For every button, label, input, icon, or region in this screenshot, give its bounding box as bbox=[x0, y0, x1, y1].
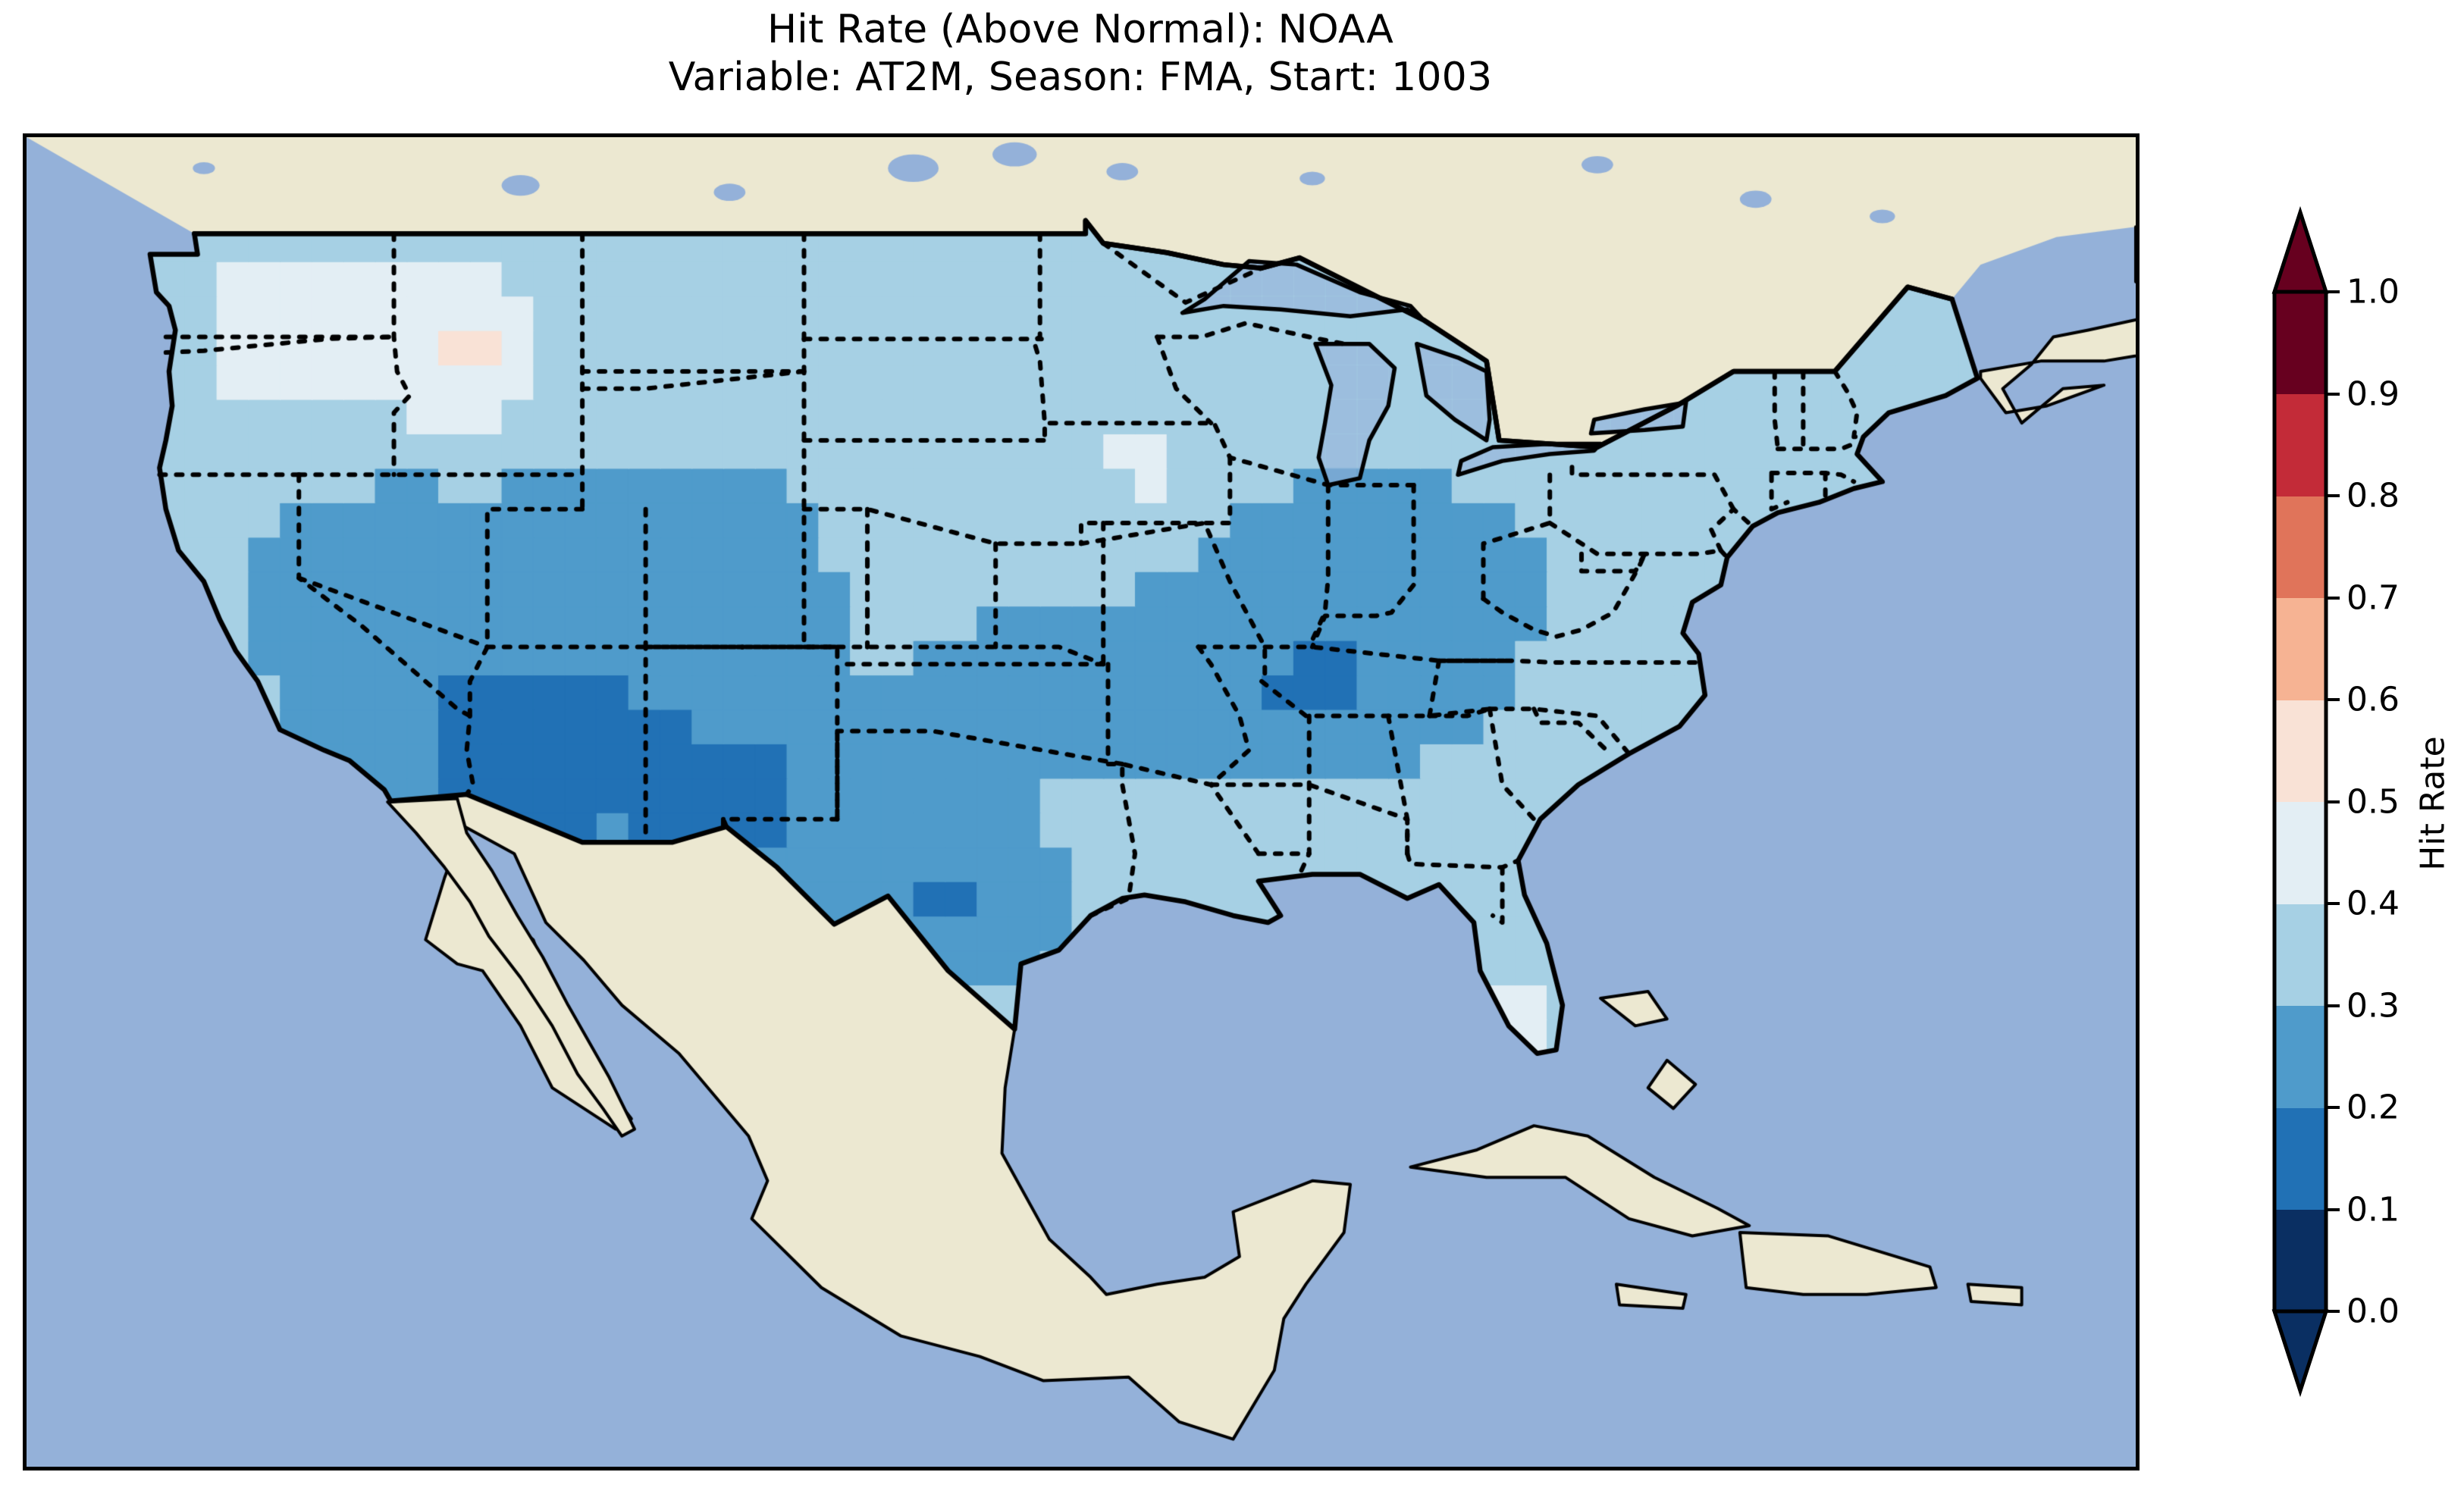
colorbar-tick bbox=[2326, 902, 2340, 905]
colorbar-tick-label: 0.6 bbox=[2346, 680, 2400, 719]
colorbar-tick-label: 0.1 bbox=[2346, 1190, 2400, 1229]
colorbar-tick-label: 1.0 bbox=[2346, 272, 2400, 312]
colorbar-tick-label: 0.3 bbox=[2346, 986, 2400, 1025]
colorbar-tick bbox=[2326, 596, 2340, 600]
colorbar-under-arrow bbox=[2271, 1309, 2329, 1398]
colorbar-tick bbox=[2326, 392, 2340, 396]
colorbar-tick-label: 0.2 bbox=[2346, 1088, 2400, 1127]
colorbar-gradient bbox=[2274, 292, 2326, 1312]
colorbar-tick bbox=[2326, 800, 2340, 803]
colorbar-tick bbox=[2326, 698, 2340, 701]
colorbar-segment bbox=[2274, 393, 2326, 496]
colorbar-segment bbox=[2274, 801, 2326, 904]
colorbar-segment bbox=[2274, 597, 2326, 700]
colorbar-tick-label: 0.5 bbox=[2346, 782, 2400, 821]
colorbar-tick-label: 0.7 bbox=[2346, 578, 2400, 617]
colorbar-tick bbox=[2326, 1207, 2340, 1211]
title-line-1: Hit Rate (Above Normal): NOAA bbox=[767, 7, 1393, 52]
map-axes bbox=[23, 133, 2140, 1471]
colorbar-segment bbox=[2274, 292, 2326, 395]
title-line-2: Variable: AT2M, Season: FMA, Start: 1003 bbox=[668, 55, 1493, 101]
colorbar-tick-label: 0.9 bbox=[2346, 374, 2400, 413]
colorbar-tick-label: 0.8 bbox=[2346, 476, 2400, 515]
colorbar-segment bbox=[2274, 1005, 2326, 1108]
colorbar-tick bbox=[2326, 290, 2340, 293]
colorbar-tick-label: 0.0 bbox=[2346, 1292, 2400, 1331]
colorbar: Hit Rate 1.0 0.9 0.8 0.7 0.6 0.5 0.4 0.3 0.2 0.1 0… bbox=[2271, 186, 2464, 1421]
colorbar-segment bbox=[2274, 700, 2326, 803]
colorbar-over-arrow bbox=[2271, 205, 2329, 294]
colorbar-axis-label: Hit Rate bbox=[2413, 736, 2453, 871]
colorbar-tick bbox=[2326, 494, 2340, 497]
colorbar-tick bbox=[2326, 1004, 2340, 1007]
colorbar-segment bbox=[2274, 1209, 2326, 1312]
hit-rate-heatmap bbox=[27, 137, 2136, 1467]
colorbar-tick bbox=[2326, 1310, 2340, 1313]
chart-title: Hit Rate (Above Normal): NOAA Variable: … bbox=[0, 6, 2161, 102]
colorbar-segment bbox=[2274, 1107, 2326, 1211]
colorbar-tick bbox=[2326, 1106, 2340, 1109]
colorbar-segment bbox=[2274, 496, 2326, 599]
colorbar-segment bbox=[2274, 904, 2326, 1007]
colorbar-tick-label: 0.4 bbox=[2346, 884, 2400, 923]
